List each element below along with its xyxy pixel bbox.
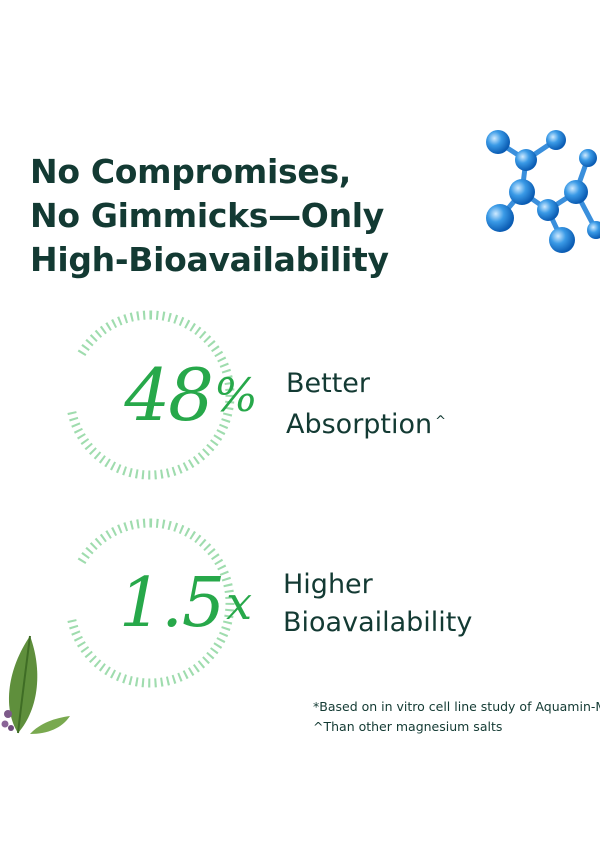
leaf-illustration	[1, 635, 70, 734]
footnote-2: ^Than other magnesium salts	[313, 719, 503, 734]
footnotes: *Based on in vitro cell line study of Aq…	[313, 697, 600, 737]
caret-mark: ^	[435, 414, 447, 429]
headline-line-2: No Gimmicks—Only	[30, 196, 384, 235]
progress-ring	[64, 517, 236, 689]
stat-bioavailability: 1.5 x Higher Bioavailability	[60, 513, 580, 693]
stat-line-2: Bioavailability	[283, 607, 473, 638]
headline-line-3: High-Bioavailability	[30, 240, 389, 279]
stat-description: Higher Bioavailability	[283, 566, 472, 642]
headline: No Compromises, No Gimmicks—Only High-Bi…	[30, 150, 389, 282]
footnote-1: *Based on in vitro cell line study of Aq…	[313, 699, 600, 714]
headline-line-1: No Compromises,	[30, 152, 352, 191]
stat-absorption: 48% Better Absorption ^	[60, 305, 580, 485]
stat-value: 48%	[90, 305, 290, 485]
molecule-illustration	[486, 130, 600, 253]
stat-description: Better Absorption ^	[286, 365, 446, 444]
stat-number: 1.5	[118, 563, 225, 643]
stat-unit: %	[213, 368, 258, 422]
molecule-atoms	[486, 130, 600, 253]
stat-number: 48	[124, 353, 214, 437]
progress-ring	[64, 309, 236, 481]
stat-line-1: Higher	[283, 569, 373, 600]
stat-line-1: Better	[286, 368, 371, 399]
stat-unit: x	[226, 576, 252, 630]
stat-line-2: Absorption ^	[286, 409, 447, 440]
stat-value: 1.5 x	[85, 513, 285, 693]
